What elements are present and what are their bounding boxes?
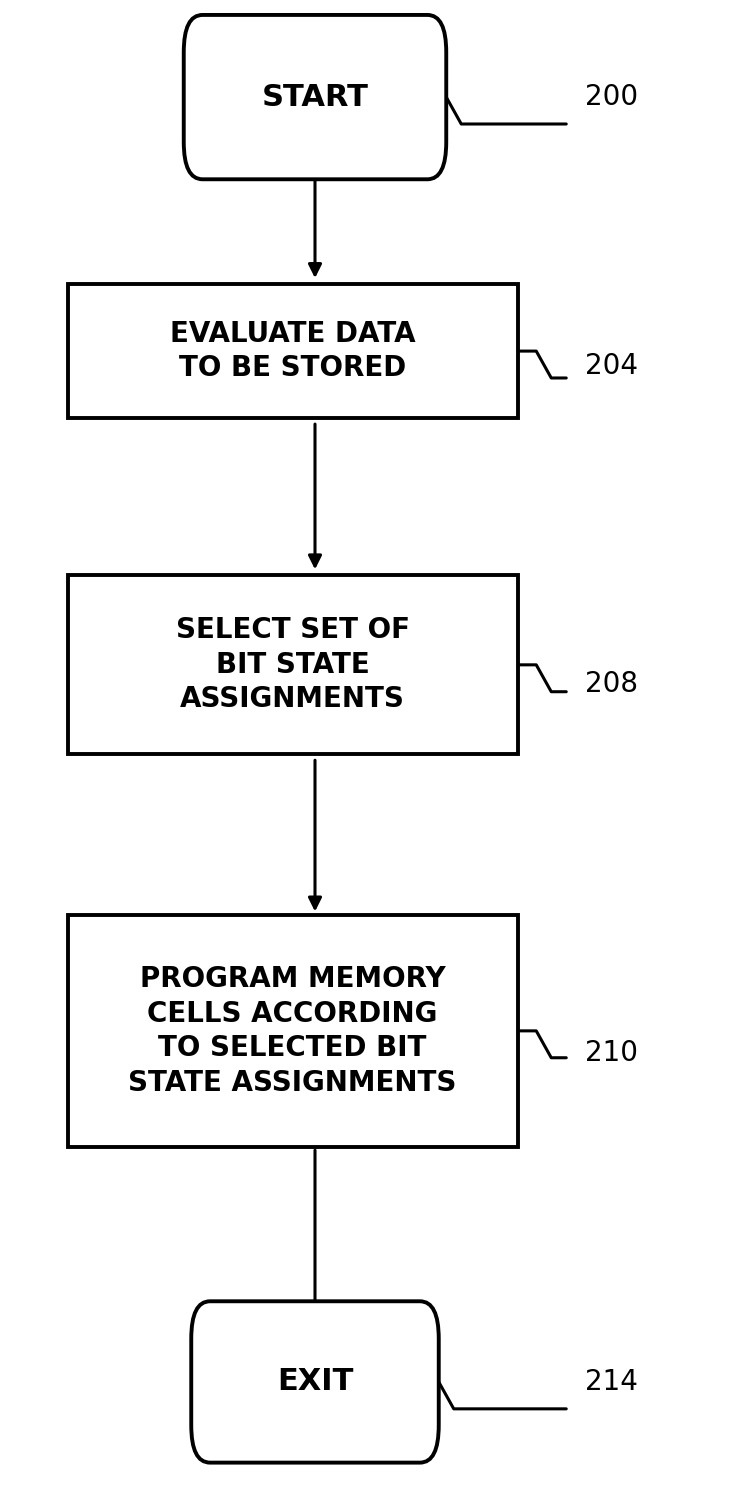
Text: 204: 204 <box>585 353 638 379</box>
Text: 210: 210 <box>585 1040 638 1067</box>
FancyBboxPatch shape <box>191 1301 439 1463</box>
FancyBboxPatch shape <box>68 914 518 1147</box>
Text: 200: 200 <box>585 84 638 111</box>
Text: 214: 214 <box>585 1369 638 1395</box>
Text: EXIT: EXIT <box>277 1367 353 1397</box>
FancyBboxPatch shape <box>68 575 518 754</box>
FancyBboxPatch shape <box>184 15 446 179</box>
Text: START: START <box>262 82 368 112</box>
FancyBboxPatch shape <box>68 284 518 418</box>
Text: 208: 208 <box>585 671 638 698</box>
Text: EVALUATE DATA
TO BE STORED: EVALUATE DATA TO BE STORED <box>170 320 416 382</box>
Text: SELECT SET OF
BIT STATE
ASSIGNMENTS: SELECT SET OF BIT STATE ASSIGNMENTS <box>176 616 410 714</box>
Text: PROGRAM MEMORY
CELLS ACCORDING
TO SELECTED BIT
STATE ASSIGNMENTS: PROGRAM MEMORY CELLS ACCORDING TO SELECT… <box>128 965 457 1097</box>
